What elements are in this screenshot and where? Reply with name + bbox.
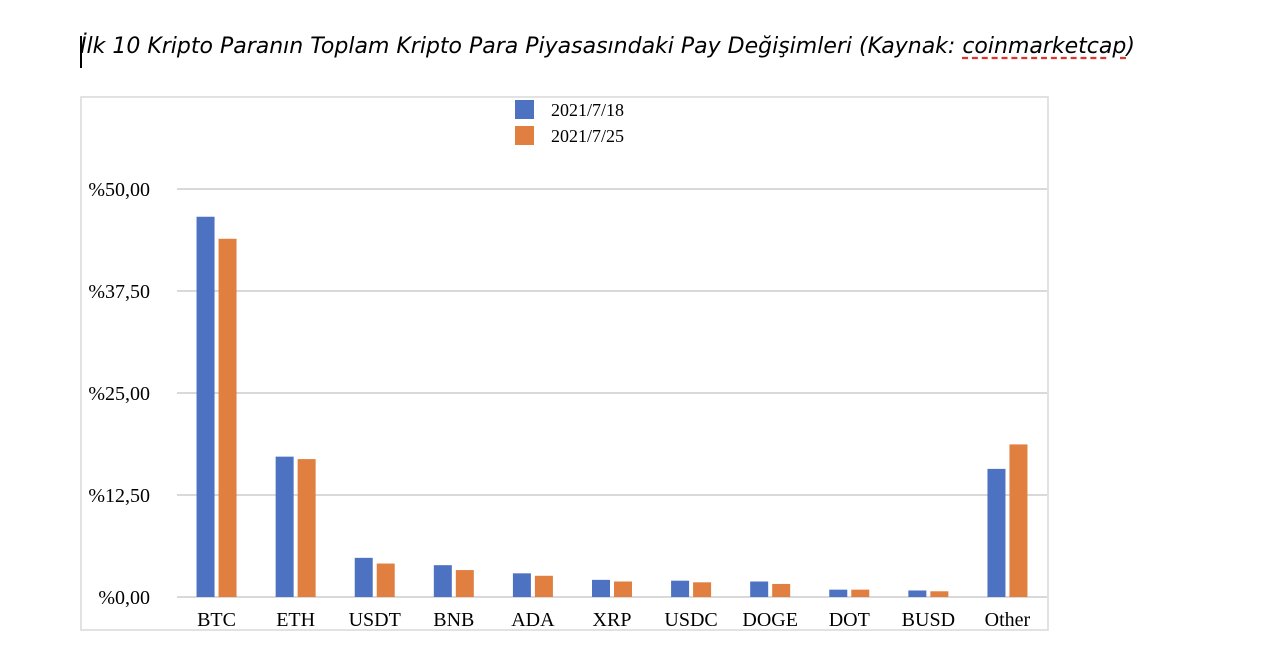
bar-btc-series-1 — [196, 216, 215, 597]
bar-bnb-series-2 — [455, 570, 474, 597]
bar-dot-series-2 — [851, 589, 870, 597]
bar-dot-series-1 — [829, 589, 848, 597]
x-tick-label: XRP — [593, 609, 632, 631]
legend-swatch — [515, 126, 534, 145]
y-tick-label: %0,00 — [98, 587, 150, 609]
x-tick-label: USDC — [664, 609, 717, 631]
x-tick-label: DOGE — [742, 609, 798, 631]
x-tick-label: DOT — [829, 609, 870, 631]
y-tick-label: %25,00 — [88, 383, 150, 405]
text-cursor — [80, 36, 82, 68]
y-tick-label: %37,50 — [88, 281, 150, 303]
bar-ada-series-1 — [512, 573, 531, 597]
bar-usdt-series-2 — [376, 563, 395, 597]
bar-busd-series-1 — [908, 590, 927, 597]
legend-swatch — [515, 100, 534, 119]
chart-title: İlk 10 Kripto Paranın Toplam Kripto Para… — [80, 34, 1260, 59]
bar-ada-series-2 — [534, 575, 553, 597]
bar-eth-series-1 — [275, 456, 294, 597]
x-tick-label: ETH — [276, 609, 315, 631]
bar-eth-series-2 — [297, 459, 316, 597]
legend: 2021/7/18 2021/7/25 — [515, 100, 624, 146]
chart-frame — [80, 96, 1049, 631]
bar-usdc-series-1 — [671, 580, 690, 597]
x-axis-ticks: BTC ETH USDT BNB ADA XRP USDC DOGE DOT BUSD Other — [197, 609, 1030, 631]
x-tick-label: BTC — [197, 609, 236, 631]
x-tick-label: Other — [985, 609, 1031, 631]
y-axis-ticks: %0,00 %12,50 %25,00 %37,50 %50,00 — [88, 179, 150, 609]
bar-other-series-1 — [987, 468, 1006, 597]
bar-xrp-series-1 — [592, 579, 610, 597]
gridlines — [177, 188, 1047, 598]
title-suffix: ) — [1126, 34, 1135, 59]
legend-label: 2021/7/25 — [551, 126, 624, 146]
bar-xrp-series-2 — [614, 581, 632, 597]
bar-btc-series-2 — [218, 238, 237, 597]
x-tick-label: BUSD — [902, 609, 955, 631]
bar-usdt-series-1 — [354, 557, 373, 597]
title-prefix: İlk 10 Kripto Paranın Toplam Kripto Para… — [80, 34, 963, 59]
bar-usdc-series-2 — [693, 582, 712, 597]
x-tick-label: ADA — [511, 609, 555, 631]
bar-doge-series-1 — [750, 581, 769, 597]
legend-label: 2021/7/18 — [551, 100, 624, 120]
title-source-link: coinmarketcap — [962, 34, 1127, 59]
bar-other-series-2 — [1009, 444, 1028, 597]
bar-bnb-series-1 — [433, 565, 452, 597]
x-tick-label: USDT — [349, 609, 401, 631]
y-tick-label: %50,00 — [88, 179, 150, 201]
bar-doge-series-2 — [772, 583, 791, 597]
bars — [196, 216, 1028, 597]
y-tick-label: %12,50 — [88, 485, 150, 507]
x-tick-label: BNB — [433, 609, 474, 631]
bar-busd-series-2 — [930, 591, 949, 597]
